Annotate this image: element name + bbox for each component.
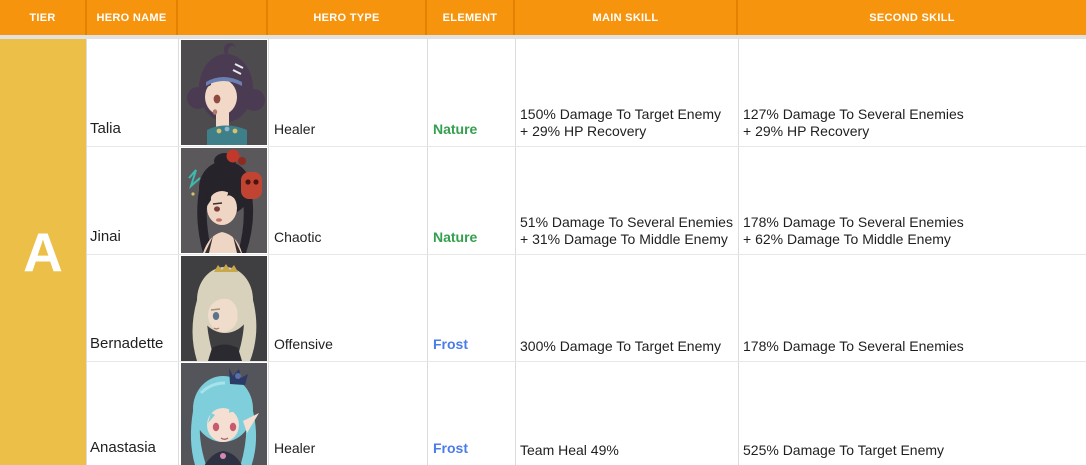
element-value: Nature <box>433 229 478 245</box>
second-skill: 178% Damage To Several Enemies + 62% Dam… <box>738 147 1086 254</box>
table-row: Bernadette <box>87 255 1086 362</box>
main-skill: Team Heal 49% <box>515 362 738 465</box>
hero-portrait-cell <box>178 147 268 254</box>
hero-portrait-jinai <box>181 148 267 253</box>
table-row: Jinai <box>87 147 1086 255</box>
header-hero-name: HERO NAME <box>87 0 178 35</box>
second-skill: 127% Damage To Several Enemies + 29% HP … <box>738 39 1086 146</box>
hero-type: Chaotic <box>268 147 427 254</box>
hero-portrait-bernadette <box>181 256 267 361</box>
hero-portrait-cell <box>178 39 268 146</box>
hero-rows: Talia <box>87 39 1086 465</box>
table-body: A Talia <box>0 39 1086 465</box>
header-hero-type: HERO TYPE <box>268 0 427 35</box>
hero-portrait-anastasia <box>181 363 267 465</box>
hero-type: Healer <box>268 39 427 146</box>
second-skill: 178% Damage To Several Enemies <box>738 255 1086 361</box>
hero-type: Offensive <box>268 255 427 361</box>
hero-name: Bernadette <box>90 335 164 352</box>
hero-name: Jinai <box>90 228 121 245</box>
hero-element: Nature <box>427 147 515 254</box>
element-value: Frost <box>433 440 468 456</box>
header-main-skill: MAIN SKILL <box>515 0 738 35</box>
header-element: ELEMENT <box>427 0 515 35</box>
hero-portrait-talia <box>181 40 267 145</box>
hero-portrait-cell <box>178 362 268 465</box>
table-row: Talia <box>87 39 1086 147</box>
hero-name: Talia <box>90 120 121 137</box>
table-header-row: TIER HERO NAME HERO TYPE ELEMENT MAIN SK… <box>0 0 1086 35</box>
hero-name: Anastasia <box>90 439 156 456</box>
header-second-skill: SECOND SKILL <box>869 11 955 24</box>
tier-cell: A <box>0 39 87 465</box>
hero-element: Frost <box>427 255 515 361</box>
main-skill: 51% Damage To Several Enemies + 31% Dama… <box>515 147 738 254</box>
hero-portrait-cell <box>178 255 268 361</box>
header-tier: TIER <box>0 0 87 35</box>
header-portrait <box>178 0 268 35</box>
table-row: Anastasia <box>87 362 1086 465</box>
tier-letter: A <box>23 220 63 283</box>
header-divider <box>0 35 1086 39</box>
main-skill: 300% Damage To Target Enemy <box>515 255 738 361</box>
hero-type: Healer <box>268 362 427 465</box>
hero-element: Nature <box>427 39 515 146</box>
element-value: Frost <box>433 336 468 352</box>
element-value: Nature <box>433 121 478 137</box>
second-skill: 525% Damage To Target Enemy <box>738 362 1086 465</box>
main-skill: 150% Damage To Target Enemy + 29% HP Rec… <box>515 39 738 146</box>
hero-element: Frost <box>427 362 515 465</box>
